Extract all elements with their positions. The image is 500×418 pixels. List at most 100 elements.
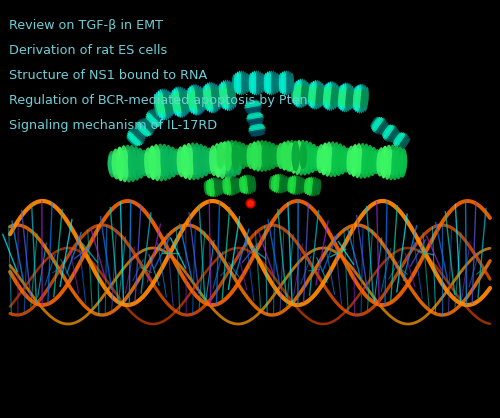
- Ellipse shape: [186, 90, 190, 112]
- Ellipse shape: [246, 147, 255, 165]
- Ellipse shape: [221, 85, 226, 107]
- Ellipse shape: [235, 177, 240, 194]
- Ellipse shape: [202, 90, 206, 107]
- Ellipse shape: [324, 142, 332, 177]
- Ellipse shape: [275, 174, 280, 193]
- Ellipse shape: [306, 177, 311, 195]
- Ellipse shape: [281, 175, 286, 193]
- Ellipse shape: [158, 90, 164, 119]
- Ellipse shape: [386, 126, 396, 141]
- Ellipse shape: [298, 145, 306, 171]
- Ellipse shape: [380, 145, 388, 178]
- Ellipse shape: [340, 87, 344, 107]
- Ellipse shape: [309, 144, 318, 173]
- Ellipse shape: [132, 128, 145, 141]
- Ellipse shape: [284, 71, 288, 95]
- Ellipse shape: [162, 92, 167, 116]
- Ellipse shape: [220, 82, 226, 110]
- Ellipse shape: [362, 85, 367, 113]
- Ellipse shape: [144, 148, 153, 178]
- Ellipse shape: [210, 178, 215, 197]
- Ellipse shape: [140, 153, 149, 173]
- Ellipse shape: [180, 144, 190, 179]
- Ellipse shape: [136, 125, 148, 137]
- Ellipse shape: [126, 135, 138, 146]
- Ellipse shape: [358, 143, 366, 179]
- Ellipse shape: [175, 87, 181, 118]
- Ellipse shape: [219, 83, 224, 109]
- Ellipse shape: [146, 114, 159, 127]
- Ellipse shape: [266, 71, 270, 94]
- Ellipse shape: [373, 117, 384, 132]
- Ellipse shape: [394, 133, 404, 146]
- Ellipse shape: [195, 84, 201, 115]
- Ellipse shape: [324, 146, 332, 172]
- Ellipse shape: [297, 79, 302, 108]
- Ellipse shape: [312, 80, 316, 109]
- Ellipse shape: [126, 136, 136, 147]
- Ellipse shape: [349, 86, 354, 110]
- Ellipse shape: [193, 84, 199, 116]
- Ellipse shape: [191, 85, 197, 116]
- Ellipse shape: [302, 80, 307, 107]
- Ellipse shape: [178, 90, 183, 114]
- Ellipse shape: [292, 145, 300, 167]
- Ellipse shape: [392, 150, 400, 175]
- Ellipse shape: [302, 145, 310, 171]
- Ellipse shape: [296, 176, 300, 195]
- Ellipse shape: [164, 145, 173, 180]
- Ellipse shape: [224, 79, 231, 111]
- Text: Regulation of BCR-mediated apoptosis by Pten: Regulation of BCR-mediated apoptosis by …: [9, 94, 308, 107]
- Ellipse shape: [210, 82, 217, 113]
- Ellipse shape: [199, 86, 205, 112]
- Ellipse shape: [230, 147, 238, 173]
- Ellipse shape: [372, 117, 382, 131]
- Ellipse shape: [213, 143, 222, 178]
- Ellipse shape: [213, 86, 218, 108]
- Ellipse shape: [234, 148, 242, 171]
- Ellipse shape: [327, 85, 332, 107]
- Ellipse shape: [128, 131, 142, 145]
- Ellipse shape: [168, 147, 177, 178]
- Ellipse shape: [250, 71, 255, 94]
- Point: [246, 200, 254, 206]
- Ellipse shape: [342, 148, 351, 173]
- Ellipse shape: [244, 102, 260, 107]
- Ellipse shape: [127, 133, 140, 146]
- Ellipse shape: [277, 74, 281, 92]
- Ellipse shape: [388, 150, 396, 176]
- Ellipse shape: [246, 118, 264, 122]
- Ellipse shape: [246, 114, 262, 118]
- Ellipse shape: [120, 150, 128, 178]
- Ellipse shape: [284, 176, 288, 192]
- Ellipse shape: [314, 178, 319, 196]
- Ellipse shape: [290, 176, 294, 194]
- Ellipse shape: [328, 141, 336, 177]
- Ellipse shape: [325, 86, 330, 106]
- Ellipse shape: [250, 175, 254, 193]
- Ellipse shape: [130, 129, 144, 143]
- Ellipse shape: [376, 151, 384, 173]
- Ellipse shape: [112, 153, 120, 176]
- Ellipse shape: [298, 79, 304, 108]
- Ellipse shape: [250, 122, 262, 126]
- Ellipse shape: [309, 148, 318, 169]
- Ellipse shape: [276, 147, 285, 165]
- Ellipse shape: [145, 117, 156, 128]
- Ellipse shape: [164, 150, 173, 175]
- Ellipse shape: [295, 141, 304, 171]
- Ellipse shape: [308, 85, 312, 103]
- Ellipse shape: [197, 144, 206, 178]
- Ellipse shape: [265, 141, 274, 171]
- Ellipse shape: [193, 143, 202, 180]
- Ellipse shape: [134, 127, 145, 139]
- Ellipse shape: [208, 178, 212, 197]
- Ellipse shape: [159, 89, 166, 120]
- Ellipse shape: [254, 71, 258, 95]
- Ellipse shape: [339, 145, 347, 175]
- Ellipse shape: [227, 84, 232, 107]
- Ellipse shape: [164, 92, 169, 116]
- Ellipse shape: [236, 146, 244, 166]
- Ellipse shape: [332, 87, 337, 107]
- Ellipse shape: [383, 125, 393, 138]
